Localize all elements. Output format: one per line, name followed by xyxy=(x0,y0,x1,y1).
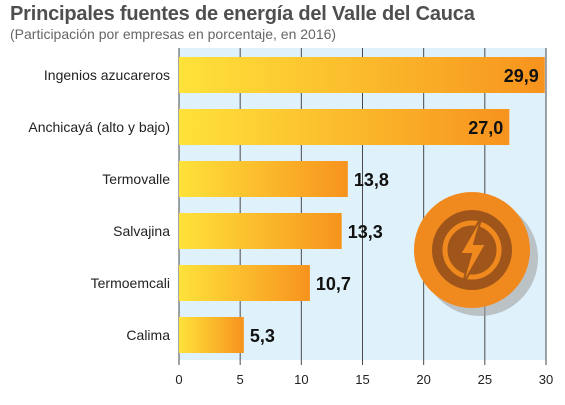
x-tick-label: 5 xyxy=(237,372,244,387)
value-label: 29,9 xyxy=(504,66,539,86)
bar xyxy=(179,161,348,197)
value-label: 13,8 xyxy=(354,170,389,190)
bar xyxy=(179,109,510,145)
x-tick-label: 30 xyxy=(539,372,553,387)
chart-subtitle: (Participación por empresas en porcentaj… xyxy=(10,26,337,42)
bar xyxy=(179,57,545,93)
value-label: 27,0 xyxy=(468,118,503,138)
x-tick-label: 25 xyxy=(478,372,492,387)
bar xyxy=(179,213,342,249)
category-label: Termovalle xyxy=(102,171,170,187)
value-label: 10,7 xyxy=(316,274,351,294)
category-label: Ingenios azucareros xyxy=(44,67,170,83)
bar xyxy=(179,317,244,353)
category-label: Calima xyxy=(126,327,170,343)
x-tick-label: 15 xyxy=(355,372,369,387)
category-label: Anchicayá (alto y bajo) xyxy=(28,119,170,135)
lightning-bolt-icon xyxy=(414,192,538,316)
bar xyxy=(179,265,310,301)
x-tick-label: 20 xyxy=(416,372,430,387)
category-label: Termoemcali xyxy=(91,275,170,291)
category-label: Salvajina xyxy=(113,223,170,239)
value-label: 13,3 xyxy=(348,222,383,242)
x-tick-label: 0 xyxy=(175,372,182,387)
x-tick-label: 10 xyxy=(294,372,308,387)
value-label: 5,3 xyxy=(250,326,275,346)
chart-title: Principales fuentes de energía del Valle… xyxy=(10,3,475,25)
